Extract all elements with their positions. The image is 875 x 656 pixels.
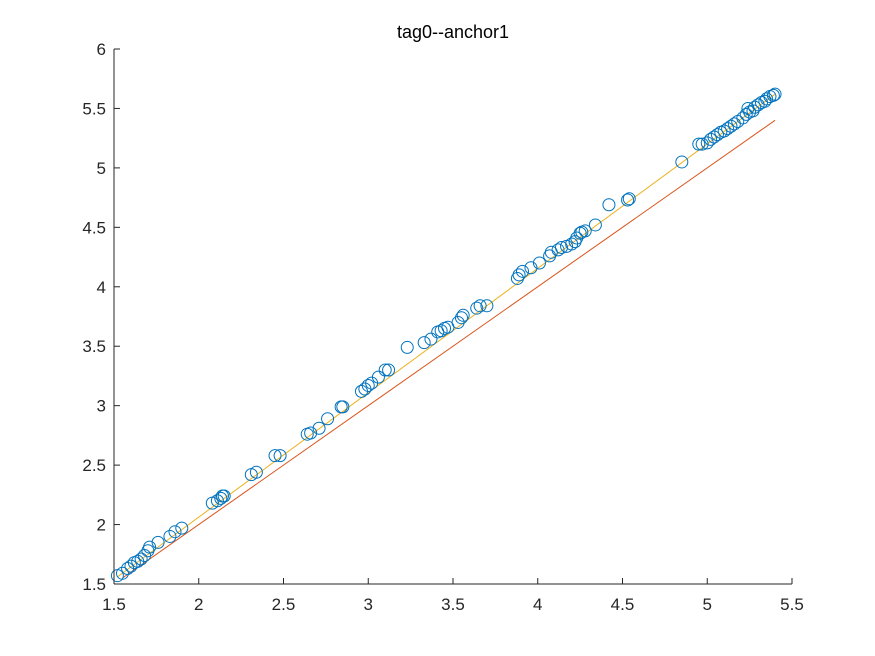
data-point	[768, 87, 782, 101]
data-point	[621, 193, 635, 207]
y-tick-label: 4	[97, 278, 106, 297]
data-point	[268, 449, 282, 463]
data-point	[704, 132, 718, 146]
x-tick-label: 4	[533, 595, 542, 614]
y-tick-label: 5	[97, 159, 106, 178]
data-point	[473, 299, 487, 313]
x-tick-label: 5	[703, 595, 712, 614]
data-point	[675, 155, 689, 169]
y-tick-label: 2	[97, 516, 106, 535]
data-point	[578, 224, 592, 238]
data-point	[456, 308, 470, 322]
data-point	[210, 494, 224, 508]
data-point	[724, 119, 738, 133]
data-point	[151, 535, 165, 549]
data-point	[424, 332, 438, 346]
fit-line-layer	[117, 93, 776, 578]
x-tick-label: 3	[364, 595, 373, 614]
data-point	[760, 92, 774, 106]
data-point	[622, 192, 636, 206]
y-tick-label: 6	[97, 40, 106, 59]
x-tick-label: 1.5	[102, 595, 126, 614]
x-tick-label: 5.5	[780, 595, 804, 614]
chart-title: tag0--anchor1	[397, 22, 509, 42]
data-point	[692, 137, 706, 151]
data-point	[695, 137, 709, 151]
x-tick-label: 2.5	[272, 595, 296, 614]
data-point	[214, 491, 228, 505]
identity-line-layer	[122, 119, 776, 579]
data-point	[382, 363, 396, 377]
data-point	[551, 243, 565, 257]
x-tick-label: 4.5	[611, 595, 635, 614]
data-point	[304, 426, 318, 440]
data-point	[249, 465, 263, 479]
y-tick-label: 5.5	[82, 99, 106, 118]
data-point	[378, 363, 392, 377]
y-axis-ticks: 1.5 2 2.5 3 3.5 4 4.5 5 5.5 6	[82, 40, 120, 594]
x-tick-label: 2	[194, 595, 203, 614]
data-point	[532, 256, 546, 270]
data-point	[143, 540, 157, 554]
data-point	[217, 489, 231, 503]
data-point	[602, 198, 616, 212]
y-tick-label: 3.5	[82, 337, 106, 356]
data-point	[454, 311, 468, 325]
data-point	[515, 264, 529, 278]
data-point	[588, 218, 602, 232]
data-point	[554, 241, 568, 255]
data-point	[361, 378, 375, 392]
data-point	[717, 124, 731, 138]
data-point	[168, 525, 182, 539]
y-tick-label: 3	[97, 397, 106, 416]
data-point	[721, 122, 735, 136]
data-point	[321, 412, 335, 426]
data-point	[400, 340, 414, 354]
data-point	[524, 261, 538, 275]
data-point	[739, 107, 753, 121]
data-point	[512, 268, 526, 282]
data-point	[470, 301, 484, 315]
y-tick-label: 2.5	[82, 456, 106, 475]
data-point	[480, 299, 494, 313]
plot-background	[114, 49, 792, 584]
data-point	[766, 88, 780, 102]
data-point	[707, 130, 721, 144]
data-point	[371, 370, 385, 384]
data-point	[312, 421, 326, 435]
data-point	[748, 100, 762, 114]
x-axis-ticks: 1.5 2 2.5 3 3.5 4 4.5 5 5.5	[102, 578, 804, 614]
data-point	[134, 552, 148, 566]
x-tick-label: 3.5	[441, 595, 465, 614]
data-point	[710, 128, 724, 142]
data-point	[163, 529, 177, 543]
data-point	[273, 449, 287, 463]
data-point	[175, 521, 189, 535]
data-point	[124, 559, 138, 573]
data-point	[336, 400, 350, 414]
data-point	[434, 324, 448, 338]
y-tick-label: 1.5	[82, 575, 106, 594]
data-point	[417, 336, 431, 350]
fit-line	[117, 93, 776, 578]
data-points	[110, 87, 782, 583]
y-tick-label: 4.5	[82, 218, 106, 237]
identity-line	[122, 119, 776, 579]
data-point	[451, 315, 465, 329]
data-point	[115, 566, 129, 580]
